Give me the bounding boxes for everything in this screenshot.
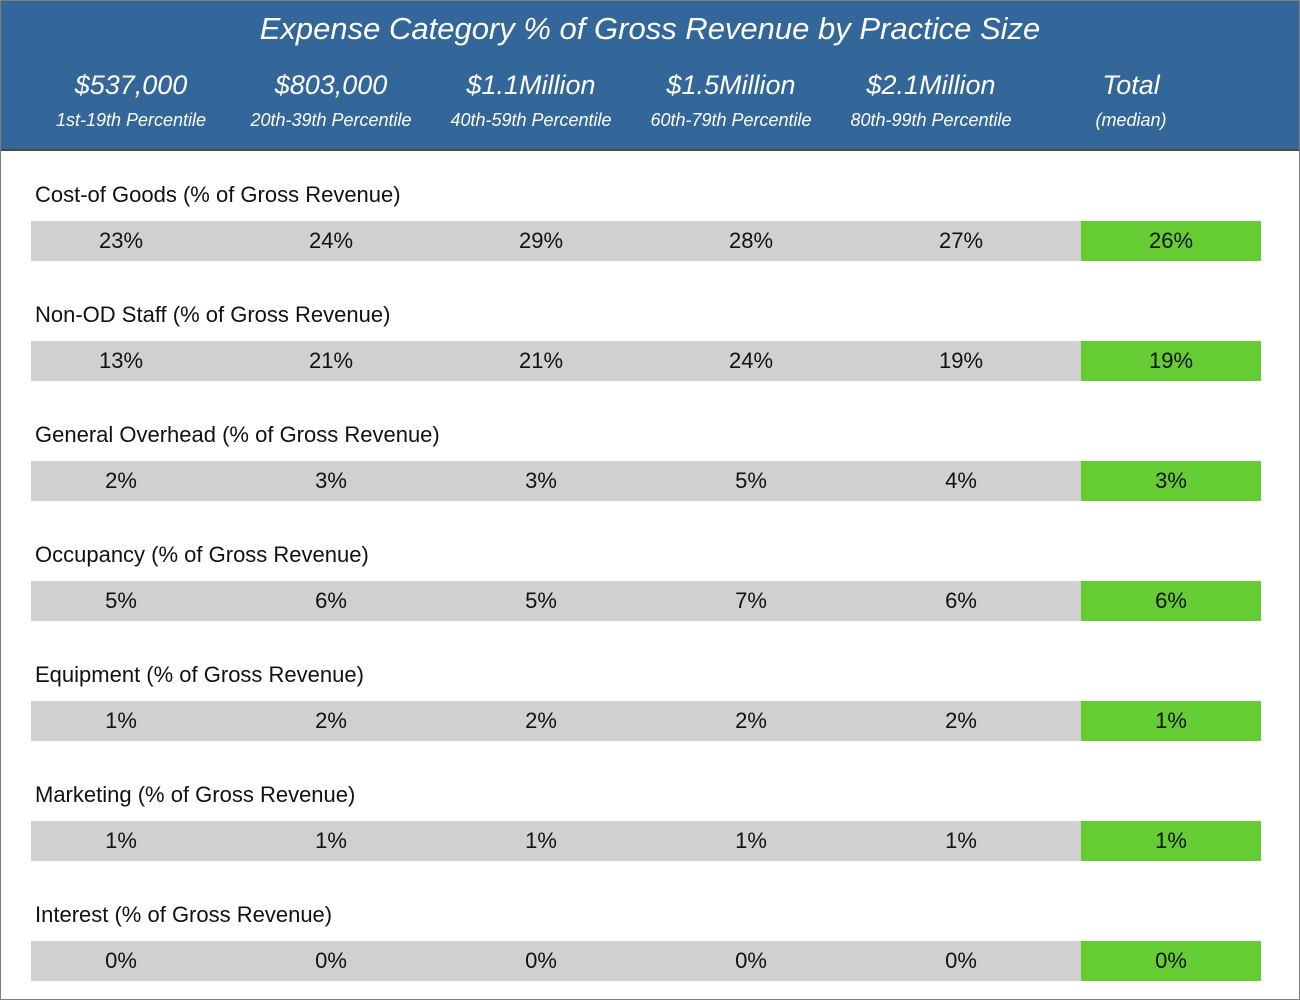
value-cell: 27% bbox=[938, 228, 984, 253]
value-cell: 4% bbox=[945, 468, 977, 493]
value-cell: 3% bbox=[525, 468, 557, 493]
column-revenue: $537,000 bbox=[74, 70, 188, 100]
row-bar bbox=[31, 221, 1081, 261]
row-bar bbox=[31, 821, 1081, 861]
total-value-cell: 26% bbox=[1148, 228, 1194, 253]
value-cell: 0% bbox=[945, 948, 977, 973]
row-total-bar bbox=[1081, 461, 1261, 501]
value-cell: 1% bbox=[105, 828, 137, 853]
total-value-cell: 0% bbox=[1155, 948, 1187, 973]
row-total-bar bbox=[1081, 581, 1261, 621]
total-value-cell: 6% bbox=[1155, 588, 1187, 613]
value-cell: 0% bbox=[525, 948, 557, 973]
value-cell: 29% bbox=[518, 228, 564, 253]
value-cell: 0% bbox=[735, 948, 767, 973]
value-cell: 13% bbox=[98, 348, 144, 373]
total-value-cell: 19% bbox=[1148, 348, 1194, 373]
column-header-2: $803,000 20th-39th Percentile bbox=[231, 63, 431, 133]
row-total-bar bbox=[1081, 341, 1261, 381]
value-cell: 1% bbox=[105, 708, 137, 733]
row-total-bar bbox=[1081, 701, 1261, 741]
value-cell: 19% bbox=[938, 348, 984, 373]
value-cell: 2% bbox=[945, 708, 977, 733]
column-percentile: 20th-39th Percentile bbox=[250, 110, 412, 130]
value-cell: 5% bbox=[525, 588, 557, 613]
row-label: Interest (% of Gross Revenue) bbox=[35, 902, 333, 927]
row-total-bar bbox=[1081, 221, 1261, 261]
row-label: General Overhead (% of Gross Revenue) bbox=[35, 422, 440, 447]
column-revenue: $1.5Million bbox=[666, 70, 796, 100]
value-cell: 24% bbox=[308, 228, 354, 253]
value-cell: 6% bbox=[945, 588, 977, 613]
row-bar bbox=[31, 461, 1081, 501]
chart-header: Expense Category % of Gross Revenue by P… bbox=[1, 1, 1299, 151]
row-bar bbox=[31, 341, 1081, 381]
column-header-5: $2.1Million 80th-99th Percentile bbox=[831, 63, 1031, 133]
value-cell: 1% bbox=[945, 828, 977, 853]
row-label: Marketing (% of Gross Revenue) bbox=[35, 782, 356, 807]
value-cell: 2% bbox=[315, 708, 347, 733]
value-cell: 0% bbox=[315, 948, 347, 973]
row-label: Occupancy (% of Gross Revenue) bbox=[35, 542, 369, 567]
value-cell: 21% bbox=[308, 348, 354, 373]
column-percentile: 1st-19th Percentile bbox=[55, 110, 207, 130]
column-revenue: Total bbox=[1102, 70, 1160, 100]
value-cell: 1% bbox=[735, 828, 767, 853]
column-revenue: $803,000 bbox=[274, 70, 388, 100]
value-cell: 0% bbox=[105, 948, 137, 973]
value-cell: 7% bbox=[735, 588, 767, 613]
value-cell: 2% bbox=[525, 708, 557, 733]
row-bar bbox=[31, 581, 1081, 621]
total-value-cell: 3% bbox=[1155, 468, 1187, 493]
column-revenue: $2.1Million bbox=[866, 70, 996, 100]
row-bar bbox=[31, 941, 1081, 981]
value-cell: 1% bbox=[315, 828, 347, 853]
row-label: Equipment (% of Gross Revenue) bbox=[35, 662, 364, 687]
column-percentile: (median) bbox=[1095, 110, 1167, 130]
value-cell: 24% bbox=[728, 348, 774, 373]
value-cell: 28% bbox=[728, 228, 774, 253]
value-cell: 5% bbox=[735, 468, 767, 493]
column-revenue: $1.1Million bbox=[466, 70, 596, 100]
value-cell: 23% bbox=[98, 228, 144, 253]
total-value-cell: 1% bbox=[1155, 828, 1187, 853]
row-bar bbox=[31, 701, 1081, 741]
row-total-bar bbox=[1081, 941, 1261, 981]
row-total-bar bbox=[1081, 821, 1261, 861]
total-value-cell: 1% bbox=[1155, 708, 1187, 733]
column-percentile: 60th-79th Percentile bbox=[650, 110, 812, 130]
column-percentile: 40th-59th Percentile bbox=[450, 110, 612, 130]
row-label: Non-OD Staff (% of Gross Revenue) bbox=[35, 302, 391, 327]
value-cell: 21% bbox=[518, 348, 564, 373]
column-header-1: $537,000 1st-19th Percentile bbox=[31, 63, 231, 133]
column-header-4: $1.5Million 60th-79th Percentile bbox=[631, 63, 831, 133]
column-percentile: 80th-99th Percentile bbox=[850, 110, 1012, 130]
chart-title: Expense Category % of Gross Revenue by P… bbox=[259, 11, 1041, 46]
value-cell: 1% bbox=[525, 828, 557, 853]
column-header-3: $1.1Million 40th-59th Percentile bbox=[431, 63, 631, 133]
value-cell: 5% bbox=[105, 588, 137, 613]
value-cell: 2% bbox=[735, 708, 767, 733]
value-cell: 6% bbox=[315, 588, 347, 613]
value-cell: 2% bbox=[105, 468, 137, 493]
column-header-total: Total (median) bbox=[1031, 63, 1231, 133]
row-label: Cost-of Goods (% of Gross Revenue) bbox=[35, 182, 401, 207]
value-cell: 3% bbox=[315, 468, 347, 493]
